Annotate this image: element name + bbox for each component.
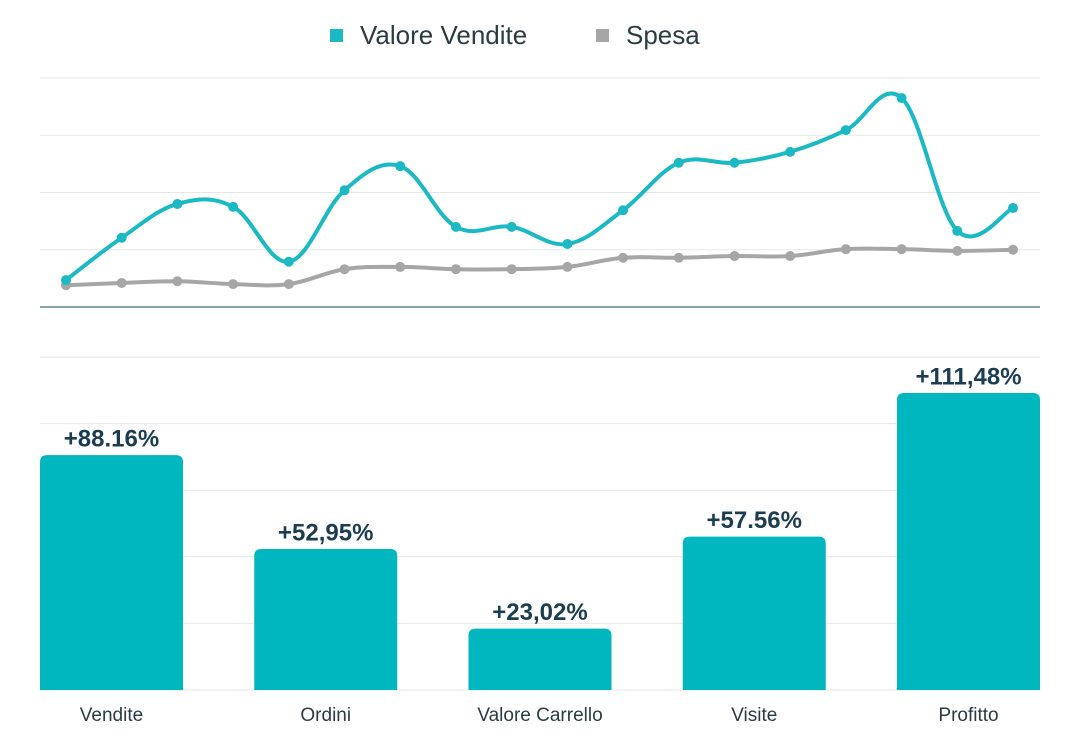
point (729, 251, 740, 262)
legend-swatch (596, 29, 609, 42)
point (116, 232, 127, 243)
value-label: +88.16% (64, 425, 159, 452)
series-line (65, 246, 1014, 288)
x-tick-label: Visite (731, 705, 777, 726)
value-label: +52,95% (278, 519, 373, 546)
point (618, 205, 629, 216)
bar (897, 393, 1040, 690)
point (395, 261, 406, 272)
point (283, 279, 294, 290)
bar (40, 455, 183, 690)
x-tick-label: Ordini (300, 705, 351, 726)
point (1008, 244, 1018, 255)
point (785, 146, 796, 157)
point (172, 198, 183, 209)
value-label: +23,02% (492, 599, 587, 626)
point (673, 157, 684, 168)
x-tick-label: Valore Carrello (477, 705, 602, 726)
point (339, 264, 350, 275)
bar (254, 548, 398, 690)
point (785, 251, 796, 262)
point (506, 221, 517, 232)
legend-label: Spesa (626, 20, 700, 50)
series-line (64, 91, 1015, 282)
x-tick-label: Profitto (938, 705, 998, 726)
point (562, 239, 573, 250)
point (339, 185, 350, 196)
point (450, 221, 461, 232)
point (116, 277, 127, 288)
point (228, 201, 239, 212)
point (673, 252, 684, 263)
legend-swatch (330, 29, 343, 42)
point (952, 245, 963, 256)
point (840, 125, 851, 136)
point (395, 161, 406, 172)
point (283, 256, 294, 267)
point (729, 157, 740, 168)
point (562, 261, 573, 272)
point (228, 279, 239, 290)
point (172, 276, 183, 287)
x-tick-label: Vendite (80, 705, 143, 726)
point (840, 244, 851, 255)
legend-label: Valore Vendite (360, 20, 527, 50)
point (896, 244, 907, 255)
point (618, 252, 629, 263)
point (1008, 202, 1018, 213)
value-label: +57.56% (707, 507, 802, 534)
bar (682, 536, 826, 690)
bar (468, 628, 612, 690)
point (506, 264, 517, 275)
point (450, 264, 461, 275)
point (896, 93, 907, 104)
value-label: +111,48% (915, 363, 1021, 390)
point (61, 275, 71, 286)
point (952, 225, 963, 236)
